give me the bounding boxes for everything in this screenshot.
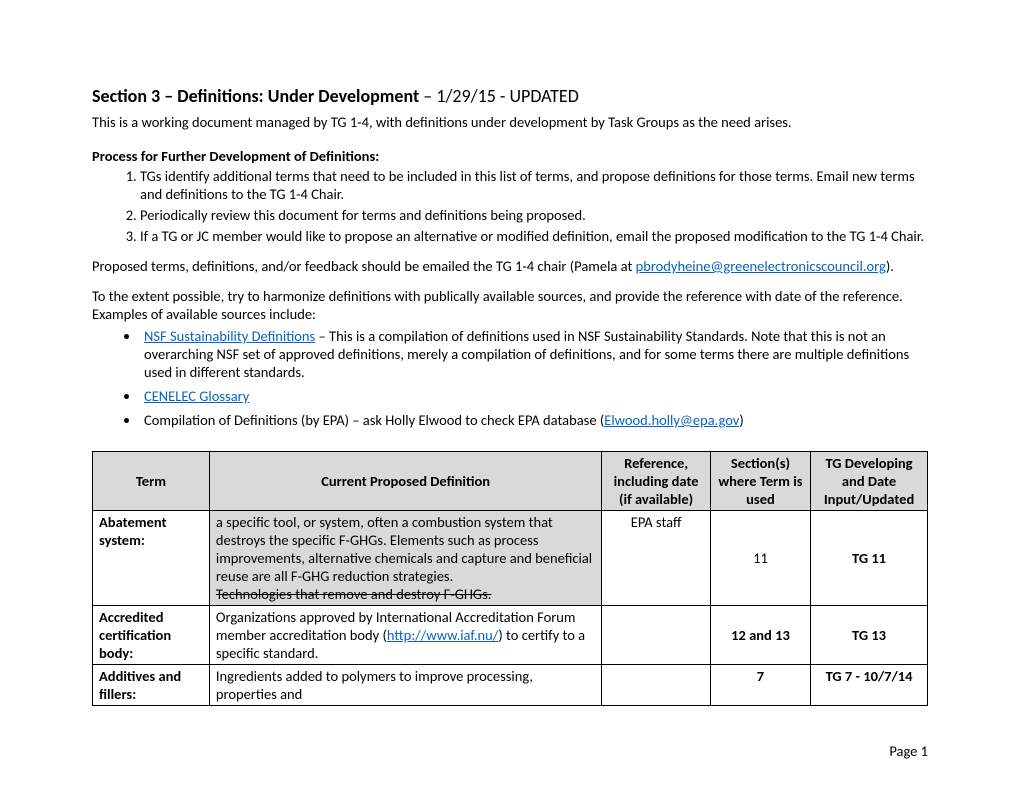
cell-tg: TG 11 (811, 511, 928, 606)
cell-definition: a specific tool, or system, often a comb… (209, 511, 601, 606)
cell-section: 7 (710, 665, 810, 706)
source-item-nsf: NSF Sustainability Definitions – This is… (140, 327, 928, 381)
cell-definition: Ingredients added to polymers to improve… (209, 665, 601, 706)
title-rest: – 1/29/15 - UPDATED (419, 85, 579, 107)
process-heading: Process for Further Development of Defin… (92, 147, 928, 165)
term-label: Accredited certification body: (99, 608, 171, 662)
section-text: 11 (753, 549, 768, 567)
cell-definition: Organizations approved by International … (209, 606, 601, 665)
source-item-cenelec: CENELEC Glossary (140, 387, 928, 405)
page-footer: Page 1 (889, 742, 928, 760)
source-item-epa: Compilation of Definitions (by EPA) – as… (140, 411, 928, 429)
cell-tg: TG 7 - 10/7/14 (811, 665, 928, 706)
epa-email-link[interactable]: Elwood.holly@epa.gov (604, 411, 739, 429)
proposed-prefix: Proposed terms, definitions, and/or feed… (92, 257, 636, 275)
cell-section: 11 (710, 511, 810, 606)
term-label: Additives and fillers: (99, 667, 181, 703)
title-bold: Section 3 – Definitions: Under Developme… (92, 85, 419, 107)
table-row: Additives and fillers: Ingredients added… (93, 665, 928, 706)
tg-text: TG 11 (852, 549, 886, 567)
proposed-suffix: ). (886, 257, 894, 275)
process-item: If a TG or JC member would like to propo… (140, 227, 928, 245)
intro-text: This is a working document managed by TG… (92, 113, 928, 131)
section-text: 7 (757, 667, 764, 685)
th-ref: Reference, including date (if available) (602, 452, 711, 511)
epa-prefix: Compilation of Definitions (by EPA) – as… (144, 411, 604, 429)
tg-text: TG 13 (852, 626, 886, 644)
chair-email-link[interactable]: pbrodyheine@greenelectronicscouncil.org (636, 257, 886, 275)
th-def: Current Proposed Definition (209, 452, 601, 511)
definitions-table: Term Current Proposed Definition Referen… (92, 451, 928, 706)
cell-reference (602, 606, 711, 665)
term-label: Abatement system: (99, 513, 167, 549)
th-section: Section(s) where Term is used (710, 452, 810, 511)
th-tg: TG Developing and Date Input/Updated (811, 452, 928, 511)
table-row: Abatement system: a specific tool, or sy… (93, 511, 928, 606)
process-item: Periodically review this document for te… (140, 206, 928, 224)
table-row: Accredited certification body: Organizat… (93, 606, 928, 665)
cenelec-link[interactable]: CENELEC Glossary (144, 387, 249, 405)
sources-list: NSF Sustainability Definitions – This is… (92, 327, 928, 429)
cell-section: 12 and 13 (710, 606, 810, 665)
process-list: TGs identify additional terms that need … (92, 167, 928, 245)
iaf-link[interactable]: http://www.iaf.nu/ (387, 626, 498, 644)
cell-reference: EPA staff (602, 511, 711, 606)
harmonize-paragraph: To the extent possible, try to harmonize… (92, 287, 928, 323)
epa-suffix: ) (739, 411, 743, 429)
cell-term: Additives and fillers: (93, 665, 210, 706)
tg-text: TG 7 - 10/7/14 (826, 667, 913, 685)
process-item: TGs identify additional terms that need … (140, 167, 928, 203)
cell-tg: TG 13 (811, 606, 928, 665)
def-text: a specific tool, or system, often a comb… (216, 513, 592, 585)
section-text: 12 and 13 (731, 626, 790, 644)
proposed-paragraph: Proposed terms, definitions, and/or feed… (92, 257, 928, 275)
def-strike: Technologies that remove and destroy F-G… (216, 585, 492, 603)
nsf-link[interactable]: NSF Sustainability Definitions (144, 327, 315, 345)
table-header-row: Term Current Proposed Definition Referen… (93, 452, 928, 511)
cell-term: Abatement system: (93, 511, 210, 606)
cell-term: Accredited certification body: (93, 606, 210, 665)
cell-reference (602, 665, 711, 706)
document-page: Section 3 – Definitions: Under Developme… (0, 0, 1020, 736)
page-title: Section 3 – Definitions: Under Developme… (92, 85, 928, 107)
th-term: Term (93, 452, 210, 511)
